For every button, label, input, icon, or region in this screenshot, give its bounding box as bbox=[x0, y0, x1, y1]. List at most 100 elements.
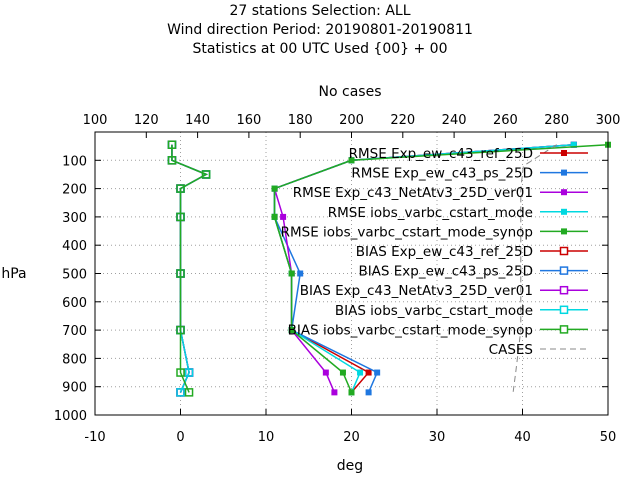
series-bias-7 bbox=[167, 140, 211, 397]
legend-marker bbox=[561, 169, 567, 176]
data-point bbox=[176, 212, 185, 222]
y-tick-label: 900 bbox=[62, 381, 87, 396]
data-point bbox=[322, 369, 329, 376]
x2-tick-label: 160 bbox=[236, 113, 261, 128]
legend-marker bbox=[559, 305, 569, 315]
legend-entry: RMSE Exp_ew_c43_ps_25D bbox=[351, 166, 588, 182]
y-tick-label: 200 bbox=[62, 183, 87, 198]
legend-label: BIAS Exp_ew_c43_ref_25D bbox=[356, 244, 533, 260]
y-tick-label: 500 bbox=[62, 268, 87, 283]
legend-marker bbox=[559, 285, 569, 295]
series-bias-6 bbox=[167, 140, 211, 397]
y-tick-label: 600 bbox=[62, 296, 87, 311]
x2-tick-label: 240 bbox=[442, 113, 467, 128]
legend-marker bbox=[559, 325, 569, 334]
data-point bbox=[271, 213, 278, 220]
x2-tick-label: 300 bbox=[596, 113, 621, 128]
legend-entry: BIAS Exp_ew_c43_ps_25D bbox=[358, 264, 588, 280]
x2-tick-label: 120 bbox=[134, 113, 159, 128]
x2-axis-label: No cases bbox=[319, 84, 382, 100]
series-line bbox=[171, 144, 208, 393]
x-tick-label: -10 bbox=[84, 430, 105, 445]
x2-tick-label: 100 bbox=[83, 113, 108, 128]
y-tick-label: 400 bbox=[62, 239, 87, 254]
x-tick-label: 40 bbox=[514, 430, 531, 445]
legend-marker bbox=[559, 266, 569, 275]
series-layer bbox=[167, 140, 611, 397]
data-point bbox=[357, 369, 364, 376]
legend-entry: BIAS Exp_c43_NetAtv3_25D_ver01 bbox=[300, 283, 588, 299]
data-point bbox=[176, 269, 185, 278]
chart-title: 27 stations Selection: ALL Wind directio… bbox=[167, 3, 473, 57]
legend-marker bbox=[561, 150, 567, 156]
data-point bbox=[348, 157, 355, 164]
plot-frame bbox=[94, 131, 609, 416]
x-tick-label: 0 bbox=[176, 430, 184, 445]
title-line-3: Statistics at 00 UTC Used {00} + 00 bbox=[192, 41, 447, 57]
x2-tick-label: 140 bbox=[185, 113, 210, 128]
legend-entry: CASES bbox=[489, 342, 588, 358]
data-point bbox=[280, 213, 287, 220]
series-line bbox=[512, 144, 557, 393]
y-tick-label: 700 bbox=[62, 324, 87, 339]
x-axis-label: deg bbox=[337, 458, 363, 474]
series-line bbox=[171, 144, 208, 393]
y-tick-label: 100 bbox=[62, 154, 87, 169]
y-axis-label: hPa bbox=[1, 266, 26, 282]
series-cases-10 bbox=[512, 144, 557, 393]
y-tick-label: 800 bbox=[62, 352, 87, 367]
legend-label: RMSE Exp_ew_c43_ps_25D bbox=[351, 166, 533, 182]
title-line-1: 27 stations Selection: ALL bbox=[229, 3, 410, 19]
data-point bbox=[201, 170, 211, 179]
legend-label: BIAS Exp_ew_c43_ps_25D bbox=[358, 264, 533, 280]
legend-entry: RMSE Exp_ew_c43_ref_25D bbox=[349, 146, 588, 162]
data-point bbox=[348, 389, 355, 396]
series-bias-5 bbox=[167, 140, 211, 397]
data-point bbox=[176, 184, 185, 193]
legend-label: RMSE Exp_c43_NetAtv3_25D_ver01 bbox=[293, 185, 533, 201]
legend-entry: RMSE Exp_c43_NetAtv3_25D_ver01 bbox=[293, 185, 588, 201]
x2-tick-label: 260 bbox=[493, 113, 518, 128]
data-point bbox=[365, 389, 372, 396]
data-point bbox=[331, 389, 338, 396]
data-point bbox=[184, 388, 194, 397]
legend-marker bbox=[561, 208, 567, 215]
y-tick-label: 300 bbox=[62, 211, 87, 226]
series-line bbox=[171, 144, 208, 393]
legend-label: RMSE iobs_varbc_cstart_mode_synop bbox=[281, 224, 533, 240]
x-tick-label: 20 bbox=[343, 430, 360, 445]
legend-marker bbox=[559, 246, 569, 256]
legend-entry: BIAS Exp_ew_c43_ref_25D bbox=[356, 244, 588, 260]
legend-label: BIAS iobs_varbc_cstart_mode_synop bbox=[288, 322, 533, 338]
legend-label: RMSE iobs_varbc_cstart_mode bbox=[328, 205, 533, 221]
x-tick-label: 50 bbox=[600, 430, 617, 445]
legend-label: BIAS iobs_varbc_cstart_mode bbox=[335, 303, 533, 319]
x2-tick-label: 180 bbox=[288, 113, 313, 128]
series-line bbox=[171, 144, 208, 393]
y-tick-label: 1000 bbox=[54, 409, 87, 424]
legend-entry: BIAS iobs_varbc_cstart_mode bbox=[335, 303, 588, 319]
x2-tick-label: 220 bbox=[390, 113, 415, 128]
legend-entry: RMSE iobs_varbc_cstart_mode bbox=[328, 205, 588, 221]
data-point bbox=[176, 325, 185, 335]
title-line-2: Wind direction Period: 20190801-20190811 bbox=[167, 22, 473, 38]
legend-entry: RMSE iobs_varbc_cstart_mode_synop bbox=[281, 224, 588, 240]
x-tick-label: 10 bbox=[258, 430, 275, 445]
series-line bbox=[273, 143, 609, 393]
series-line bbox=[171, 144, 208, 393]
legend-marker bbox=[561, 189, 567, 196]
data-point bbox=[374, 369, 381, 376]
data-point bbox=[176, 368, 185, 377]
data-point bbox=[288, 270, 295, 277]
series-bias-8 bbox=[167, 140, 211, 397]
data-point bbox=[297, 270, 304, 277]
data-point bbox=[167, 140, 177, 149]
data-point bbox=[271, 185, 278, 192]
x-tick-label: 30 bbox=[429, 430, 446, 445]
x2-tick-label: 200 bbox=[339, 113, 364, 128]
legend-marker bbox=[561, 228, 567, 235]
legend: RMSE Exp_ew_c43_ref_25D RMSE Exp_ew_c43_p… bbox=[281, 146, 588, 358]
series-bias-9 bbox=[167, 140, 211, 397]
data-point bbox=[167, 156, 177, 165]
